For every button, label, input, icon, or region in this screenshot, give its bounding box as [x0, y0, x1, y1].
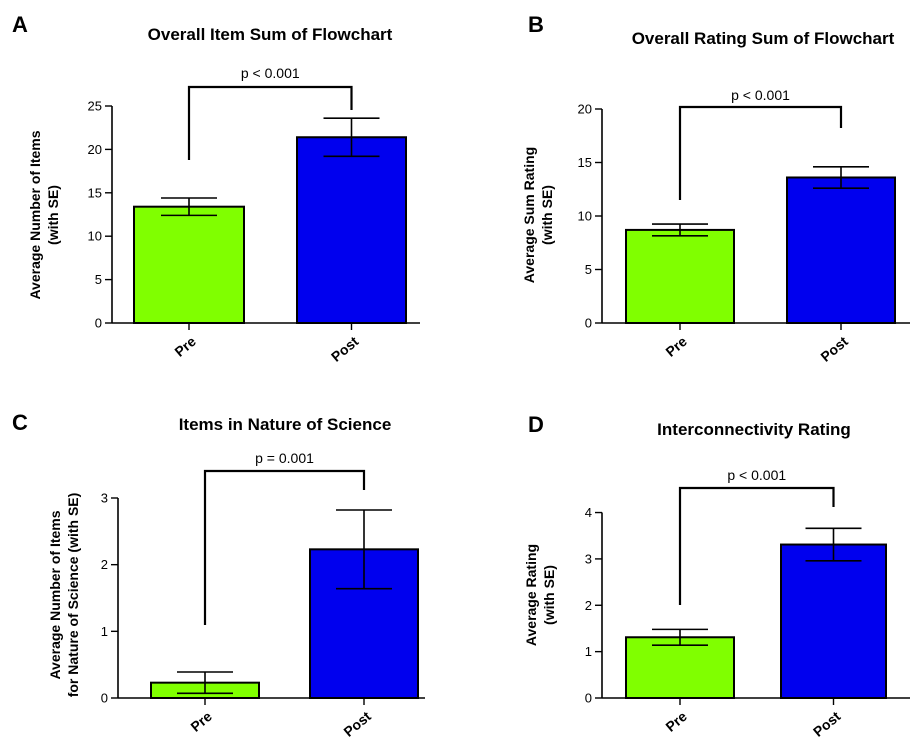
x-tick-label: Post: [817, 333, 851, 365]
y-tick-label: 2: [585, 598, 592, 613]
chart-title: Items in Nature of Science: [179, 415, 392, 434]
p-value-label: p < 0.001: [727, 467, 786, 483]
y-axis-label: for Nature of Science (with SE): [65, 493, 81, 698]
bar-post: [297, 137, 406, 323]
bar-pre: [626, 637, 734, 698]
x-tick-label: Pre: [187, 708, 215, 735]
y-tick-label: 15: [88, 185, 102, 200]
panel-letter: A: [12, 12, 28, 37]
panel-c: C Items in Nature of Science Average Numbe…: [12, 410, 425, 740]
x-tick-label: Post: [328, 333, 362, 365]
y-axis-label: (with SE): [541, 565, 557, 625]
y-tick-label: 20: [88, 142, 102, 157]
x-tick-label: Pre: [662, 708, 690, 735]
panel-letter: B: [528, 12, 544, 37]
y-tick-label: 3: [101, 491, 108, 506]
y-axis-label: (with SE): [539, 185, 555, 245]
y-tick-label: 10: [88, 229, 102, 244]
y-axis-label: Average Number of Items: [27, 130, 43, 299]
x-tick-label: Pre: [662, 333, 690, 360]
y-tick-label: 0: [585, 691, 592, 706]
y-tick-label: 1: [101, 624, 108, 639]
y-tick-label: 1: [585, 644, 592, 659]
y-axis-label: Average Number of Items: [47, 510, 63, 679]
y-tick-label: 0: [95, 316, 102, 331]
p-value-label: p = 0.001: [255, 450, 314, 466]
p-value-label: p < 0.001: [241, 65, 300, 81]
bar-pre: [626, 230, 734, 323]
y-tick-label: 2: [101, 557, 108, 572]
y-tick-label: 0: [585, 316, 592, 331]
chart-title: Overall Item Sum of Flowchart: [148, 25, 393, 44]
y-tick-label: 3: [585, 551, 592, 566]
panel-letter: C: [12, 410, 28, 435]
panel-a: A Overall Item Sum of Flowchart Average Nu…: [12, 12, 420, 365]
x-tick-label: Post: [340, 708, 374, 740]
x-tick-label: Post: [810, 708, 844, 740]
y-tick-label: 25: [88, 99, 102, 114]
panel-d: D Interconnectivity Rating Average Rating(…: [523, 412, 910, 740]
panel-letter: D: [528, 412, 544, 437]
y-axis-label: (with SE): [45, 185, 61, 245]
chart-title: Interconnectivity Rating: [657, 420, 851, 439]
y-tick-label: 20: [578, 102, 592, 117]
y-tick-label: 4: [585, 505, 592, 520]
y-tick-label: 5: [585, 262, 592, 277]
p-value-label: p < 0.001: [731, 87, 790, 103]
bar-post: [787, 177, 895, 323]
bar-post: [781, 545, 886, 698]
y-tick-label: 0: [101, 691, 108, 706]
bar-pre: [134, 207, 244, 323]
y-axis-label: Average Rating: [523, 544, 539, 646]
y-tick-label: 15: [578, 155, 592, 170]
panel-b: B Overall Rating Sum of Flowchart Average …: [521, 12, 910, 365]
y-axis-label: Average Sum Rating: [521, 147, 537, 283]
chart-title: Overall Rating Sum of Flowchart: [632, 29, 895, 48]
x-tick-label: Pre: [171, 333, 199, 360]
y-tick-label: 5: [95, 272, 102, 287]
y-tick-label: 10: [578, 209, 592, 224]
